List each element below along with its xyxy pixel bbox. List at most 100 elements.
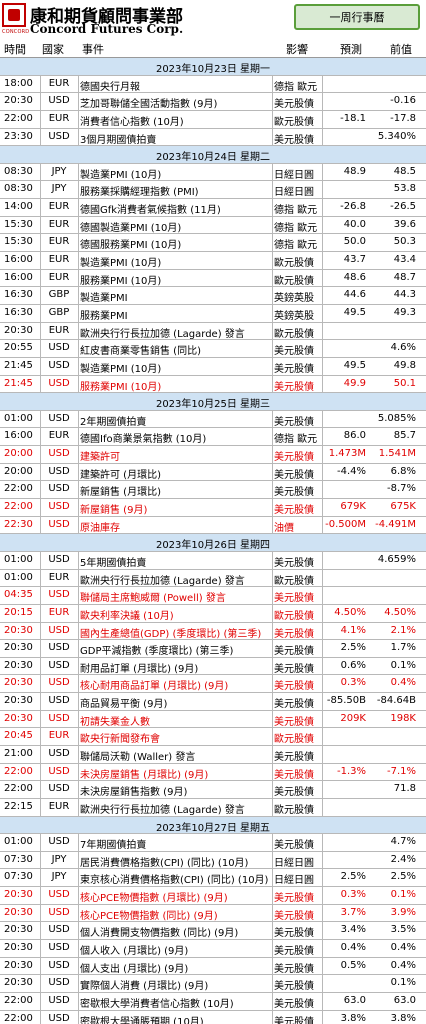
column-divider: [78, 410, 79, 428]
forecast-cell: 48.9: [343, 165, 366, 177]
country-cell: USD: [48, 448, 70, 460]
company-name-chinese: 康和期貨顧問事業部: [30, 7, 183, 27]
column-divider: [78, 887, 79, 904]
event-cell: 未決房屋銷售指數 (9月): [80, 787, 188, 799]
event-cell: 核心PCE物價指數 (月環比) (9月): [80, 893, 228, 905]
time-cell: 20:30: [4, 324, 33, 336]
time-cell: 04:35: [4, 589, 33, 601]
column-divider: [40, 181, 41, 199]
column-divider: [272, 992, 273, 1010]
forecast-cell: -0.500M: [325, 518, 366, 530]
event-cell: 7年期國債拍賣: [80, 840, 147, 852]
date-label: 2023年10月27日 星期五: [155, 822, 271, 834]
column-divider: [78, 481, 79, 499]
column-divider: [272, 657, 273, 675]
country-cell: GBP: [48, 306, 70, 318]
impact-cell: 美元股債: [274, 505, 314, 517]
date-header: 2023年10月25日 星期三: [0, 393, 426, 411]
column-divider: [272, 798, 273, 816]
forecast-cell: 0.3%: [340, 889, 366, 901]
column-divider: [322, 181, 323, 199]
impact-cell: 美元股債: [274, 893, 314, 905]
column-divider: [272, 922, 273, 940]
column-divider: [322, 304, 323, 322]
event-cell: 芝加哥聯儲全國活動指數 (9月): [80, 99, 218, 111]
event-cell: 原油庫存: [80, 522, 120, 534]
company-logo-icon: [2, 3, 26, 27]
table-row: 20:30 USD 實際個人消費 (月環比) (9月) 美元股債 0.1%: [0, 975, 426, 993]
column-divider: [40, 798, 41, 816]
column-divider: [40, 1010, 41, 1024]
forecast-cell: 63.0: [343, 994, 366, 1006]
country-cell: USD: [48, 942, 70, 954]
event-cell: 建築許可: [80, 452, 120, 464]
impact-cell: 美元股債: [274, 769, 314, 781]
country-cell: USD: [48, 1012, 70, 1024]
column-divider: [322, 763, 323, 781]
previous-cell: 4.7%: [390, 836, 416, 848]
column-divider: [272, 710, 273, 728]
previous-cell: 50.3: [393, 236, 416, 248]
impact-cell: 英鎊英股: [274, 293, 314, 305]
column-divider: [78, 499, 79, 516]
previous-cell: 0.4%: [390, 942, 416, 954]
column-divider: [272, 887, 273, 904]
time-cell: 20:30: [4, 659, 33, 671]
column-divider: [78, 463, 79, 481]
time-cell: 20:00: [4, 448, 33, 460]
country-cell: EUR: [48, 112, 70, 124]
logo-caption: CONCORD: [2, 29, 30, 35]
forecast-cell: 3.8%: [340, 1012, 366, 1024]
event-cell: 服務業採購經理指數 (PMI): [80, 187, 199, 199]
time-cell: 20:30: [4, 695, 33, 707]
column-divider: [272, 569, 273, 587]
table-row: 15:30 EUR 德國服務業PMI (10月) 德指 歐元 50.0 50.3: [0, 234, 426, 253]
forecast-cell: 49.9: [343, 377, 366, 389]
event-cell: 商品貿易平衡 (9月): [80, 699, 168, 711]
column-divider: [40, 252, 41, 269]
column-divider: [322, 1010, 323, 1024]
event-cell: 建築許可 (月環比): [80, 469, 161, 481]
weekly-calendar-button[interactable]: 一周行事曆: [294, 4, 420, 30]
time-cell: 20:30: [4, 95, 33, 107]
column-divider: [40, 551, 41, 569]
time-cell: 08:30: [4, 165, 33, 177]
time-cell: 16:30: [4, 306, 33, 318]
event-cell: 歐央利率決議 (10月): [80, 610, 174, 622]
column-divider: [322, 463, 323, 481]
column-divider: [78, 234, 79, 252]
column-divider: [40, 463, 41, 481]
time-cell: 08:30: [4, 183, 33, 195]
previous-cell: 4.6%: [390, 342, 416, 354]
column-divider: [78, 781, 79, 798]
country-cell: USD: [48, 130, 70, 142]
column-divider: [40, 622, 41, 640]
column-divider: [78, 252, 79, 269]
country-cell: USD: [48, 377, 70, 389]
time-cell: 14:00: [4, 201, 33, 213]
column-divider: [78, 640, 79, 657]
column-divider: [322, 199, 323, 216]
column-divider: [322, 869, 323, 887]
event-cell: 德國服務業PMI (10月): [80, 240, 182, 252]
event-cell: 東京核心消費價格指數(CPI) (同比) (10月): [80, 875, 269, 887]
previous-cell: 1.7%: [390, 642, 416, 654]
column-divider: [272, 269, 273, 287]
impact-cell: 美元股債: [274, 787, 314, 799]
column-divider: [78, 922, 79, 940]
event-cell: 核心耐用商品訂單 (月環比) (9月): [80, 681, 229, 693]
column-divider: [40, 834, 41, 851]
table-row: 16:30 GBP 製造業PMI 英鎊英股 44.6 44.3: [0, 287, 426, 305]
previous-cell: 6.8%: [390, 465, 416, 477]
forecast-cell: 1.473M: [328, 448, 366, 460]
column-divider: [272, 287, 273, 304]
column-divider: [40, 675, 41, 693]
col-previous: 前值: [390, 43, 412, 56]
time-cell: 20:30: [4, 889, 33, 901]
column-divider: [272, 869, 273, 887]
event-cell: 歐洲央行行長拉加德 (Lagarde) 發言: [80, 328, 245, 340]
column-divider: [40, 163, 41, 181]
table-row: 07:30 JPY 居民消費價格指數(CPI) (同比) (10月) 日經日圓 2.4%: [0, 851, 426, 870]
column-divider: [272, 181, 273, 199]
table-row: 20:30 EUR 歐洲央行行長拉加德 (Lagarde) 發言 歐元股債: [0, 322, 426, 341]
